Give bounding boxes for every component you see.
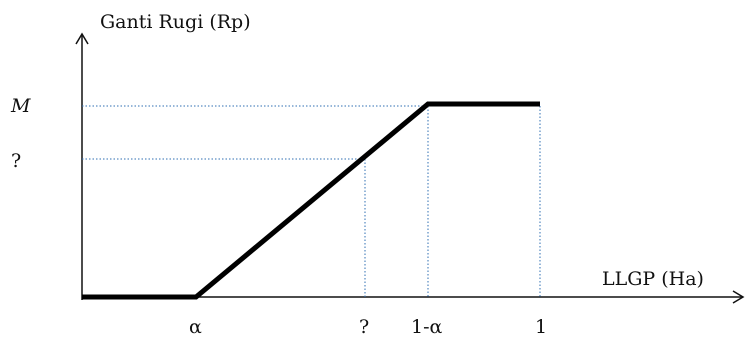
- y-tick-question: ?: [11, 150, 21, 172]
- x-tick-question: ?: [359, 316, 369, 338]
- compensation-series-line: [82, 101, 540, 300]
- guide-lines: [82, 105, 541, 297]
- x-tick-alpha: α: [189, 316, 202, 338]
- axes: [75, 32, 745, 304]
- y-axis-arrowhead: [75, 32, 89, 45]
- y-tick-m: M: [10, 95, 31, 117]
- x-tick-one: 1: [535, 316, 547, 338]
- x-axis-label: LLGP (Ha): [602, 268, 704, 290]
- x-axis-arrowhead: [732, 290, 745, 304]
- x-tick-one-minus-alpha: 1-α: [411, 316, 443, 338]
- y-axis-label: Ganti Rugi (Rp): [100, 11, 251, 33]
